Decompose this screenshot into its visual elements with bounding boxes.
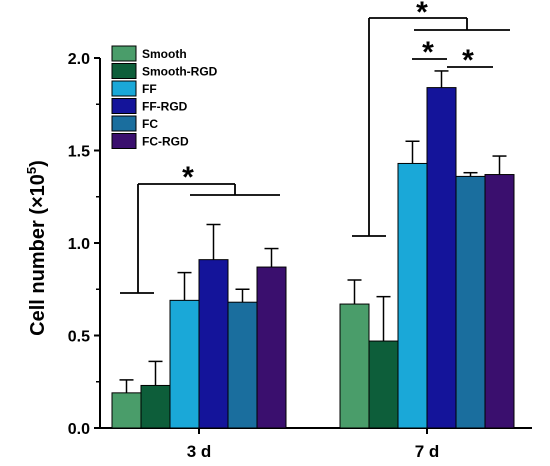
significance-brackets: * * * * bbox=[120, 0, 510, 294]
bar bbox=[484, 174, 515, 429]
y-tick-label: 0.5 bbox=[68, 329, 90, 346]
y-tick-label: 2.0 bbox=[68, 51, 90, 68]
legend-label: FC-RGD bbox=[142, 135, 189, 149]
y-axis-label-main: Cell number (×10 bbox=[27, 174, 49, 336]
legend-swatch bbox=[111, 133, 137, 149]
y-axis-label: Cell number (×105) bbox=[24, 160, 49, 336]
significance-star: * bbox=[422, 36, 434, 69]
legend-swatch bbox=[111, 45, 137, 62]
bar bbox=[368, 340, 399, 429]
legend-swatch bbox=[111, 115, 137, 132]
legend-label: FC bbox=[142, 117, 158, 131]
legend-label: Smooth-RGD bbox=[142, 65, 218, 79]
y-axis-label-sup: 5 bbox=[24, 167, 39, 174]
x-tick-label: 7 d bbox=[415, 442, 440, 461]
bar bbox=[339, 303, 370, 429]
significance-star: * bbox=[416, 0, 428, 29]
bar bbox=[397, 162, 428, 429]
bar bbox=[169, 299, 200, 429]
legend-swatch bbox=[111, 80, 137, 97]
bar bbox=[426, 87, 457, 429]
bar bbox=[227, 301, 258, 429]
bar bbox=[256, 266, 287, 429]
y-axis-label-close: ) bbox=[27, 160, 49, 167]
bar bbox=[111, 392, 142, 429]
chart-bars bbox=[111, 70, 515, 429]
significance-star: * bbox=[462, 44, 474, 77]
chart-legend: Smooth Smooth-RGD FF FF-RGD FC FC-RGD bbox=[111, 45, 218, 149]
legend-swatch bbox=[111, 63, 137, 79]
y-tick-label: 1.0 bbox=[68, 236, 90, 253]
bar bbox=[140, 384, 171, 429]
legend-label: Smooth bbox=[142, 47, 187, 61]
legend-label: FF bbox=[142, 82, 157, 96]
significance-star: * bbox=[182, 161, 194, 194]
bar bbox=[455, 175, 486, 429]
x-tick-label: 3 d bbox=[187, 442, 212, 461]
bar bbox=[198, 259, 229, 429]
legend-label: FF-RGD bbox=[142, 100, 188, 114]
y-tick-label: 0.0 bbox=[68, 421, 90, 438]
legend-swatch bbox=[111, 98, 137, 114]
y-tick-label: 1.5 bbox=[68, 144, 90, 161]
